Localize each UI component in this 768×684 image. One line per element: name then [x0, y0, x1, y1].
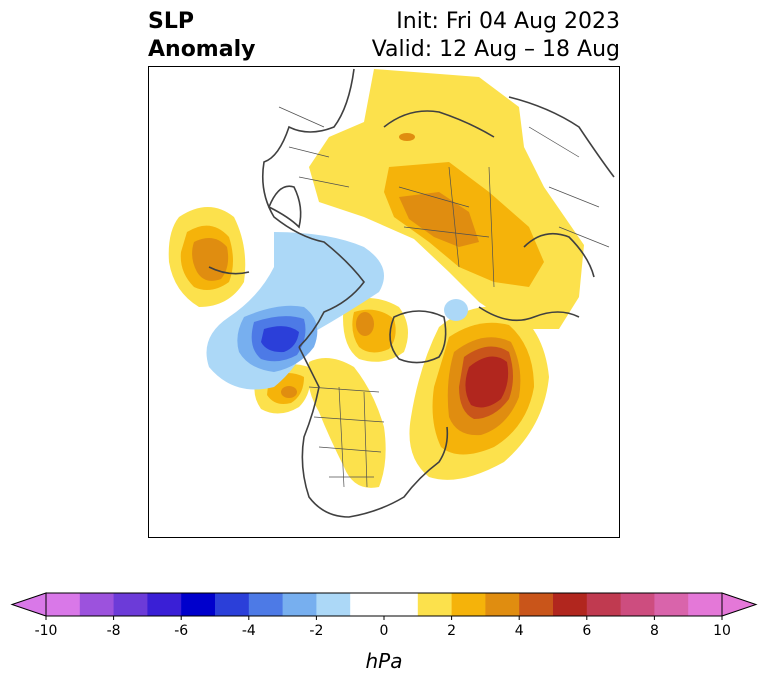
- colorbar-segment: [620, 593, 655, 616]
- colorbar-tick-label: -2: [309, 623, 323, 639]
- colorbar-tick-label: -6: [174, 623, 188, 639]
- variable-subtitle: Anomaly: [148, 37, 256, 62]
- negative-anomaly-gulf-of-alaska: [206, 232, 384, 390]
- colorbar-tick-label: -8: [107, 623, 121, 639]
- colorbar-segment: [384, 593, 419, 616]
- variable-title: SLP: [148, 9, 194, 34]
- colorbar-tick-label: 0: [380, 623, 389, 639]
- init-date: Init: Fri 04 Aug 2023: [396, 9, 620, 34]
- colorbar-segment: [215, 593, 250, 616]
- colorbar-segment: [113, 593, 148, 616]
- colorbar-segment: [417, 593, 453, 616]
- colorbar-extend-min: [10, 592, 47, 617]
- colorbar-segment: [519, 593, 554, 616]
- colorbar-segment: [350, 593, 385, 616]
- colorbar-unit-label: hPa: [366, 649, 403, 673]
- colorbar-segment: [316, 593, 351, 616]
- colorbar-extend-max: [721, 592, 758, 617]
- colorbar-segment: [654, 593, 689, 616]
- colorbar-tick-label: 8: [650, 623, 659, 639]
- colorbar-segment: [248, 593, 284, 616]
- colorbar-segment: [553, 593, 588, 616]
- map-svg: [168, 68, 615, 518]
- colorbar-tick-label: 6: [582, 623, 591, 639]
- colorbar-segment: [688, 593, 723, 616]
- colorbar-tick-label: 4: [515, 623, 524, 639]
- positive-anomaly-north-pacific: [168, 207, 246, 307]
- valid-range: Valid: 12 Aug – 18 Aug: [371, 37, 620, 62]
- positive-anomaly-siberia: [309, 69, 584, 329]
- colorbar-segment: [586, 593, 622, 616]
- positive-anomaly-north-atlantic: [409, 306, 549, 480]
- negative-anomaly-greenland-sea: [444, 299, 468, 321]
- colorbar-segment: [282, 593, 317, 616]
- colorbar-tick-label: 10: [713, 623, 731, 639]
- colorbar-tick-label: 2: [447, 623, 456, 639]
- colorbar-segment: [147, 593, 182, 616]
- colorbar-segment: [485, 593, 520, 616]
- colorbar-tick-label: -10: [35, 623, 58, 639]
- colorbar-segment: [79, 593, 115, 616]
- colorbar: -10 -8 -6 -4 -2 0 2 4 6 8 10 hPa: [10, 592, 758, 673]
- colorbar-segment: [451, 593, 486, 616]
- colorbar-tick-label: -4: [242, 623, 256, 639]
- title-right: Init: Fri 04 Aug 2023 Valid: 12 Aug – 18…: [372, 8, 620, 64]
- title-left: SLP Anomaly: [148, 8, 255, 64]
- colorbar-segment: [46, 593, 81, 616]
- borders: [278, 106, 610, 488]
- map-panel: [148, 66, 620, 538]
- colorbar-segment: [181, 593, 216, 616]
- coastlines: [208, 68, 615, 518]
